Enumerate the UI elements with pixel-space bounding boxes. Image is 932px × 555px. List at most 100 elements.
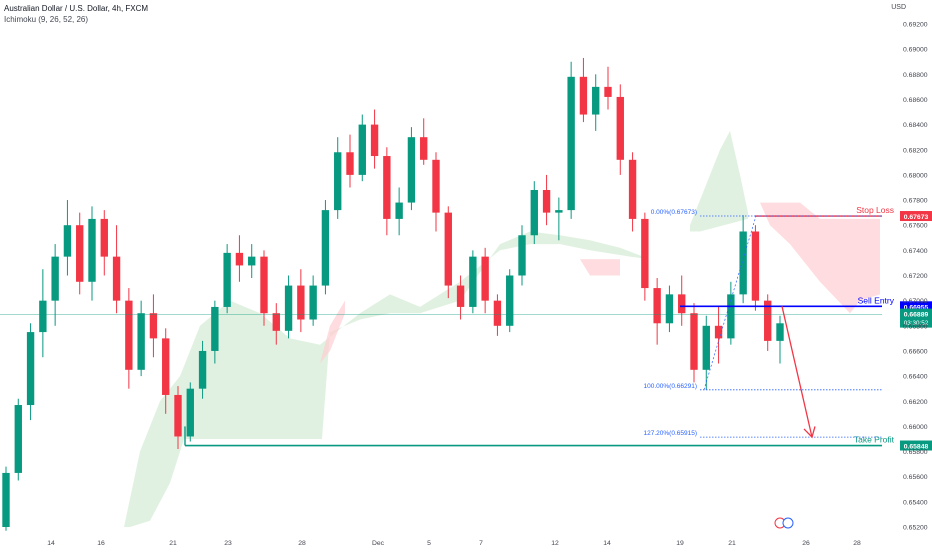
x-tick-label: 14	[603, 540, 611, 547]
x-tick-label: 28	[853, 540, 861, 547]
sell-entry-label: Sell Entry	[858, 295, 895, 305]
candle	[665, 285, 674, 333]
candle-body	[653, 288, 661, 324]
y-tick-label: 0.67000	[903, 298, 928, 305]
candle-body	[334, 152, 342, 211]
y-tick-label: 0.68000	[903, 172, 928, 179]
candle-body	[616, 96, 624, 160]
candle-body	[702, 325, 710, 370]
candle-body	[14, 405, 22, 473]
candle-body	[137, 313, 145, 370]
candle-body	[309, 285, 317, 320]
candle	[334, 137, 342, 219]
chart-title: Australian Dollar / U.S. Dollar, 4h, FXC…	[4, 4, 149, 13]
candle	[395, 187, 403, 236]
candle	[112, 225, 121, 314]
candle-body	[678, 294, 686, 314]
y-tick-label: 0.66800	[903, 323, 928, 330]
candle-body	[149, 313, 158, 339]
x-tick-label: Dec	[372, 540, 385, 547]
candle-body	[542, 189, 551, 213]
candle	[51, 244, 59, 326]
candle	[149, 294, 158, 358]
candle	[186, 382, 194, 442]
candle	[628, 152, 637, 232]
candle-body	[235, 252, 244, 266]
candle-body	[518, 235, 526, 276]
current-price-tag-bg	[900, 308, 932, 328]
candle	[493, 294, 502, 336]
candle	[63, 200, 72, 276]
candle	[420, 118, 428, 165]
y-tick-label: 0.65800	[903, 449, 928, 456]
candle-body	[370, 124, 379, 157]
x-tick-label: 21	[728, 540, 736, 547]
sell-entry-price-tag-text: 0.66955	[904, 304, 929, 311]
candle	[162, 328, 170, 414]
x-tick-label: 21	[169, 540, 177, 547]
y-tick-label: 0.68200	[903, 147, 928, 154]
candle	[678, 275, 686, 326]
x-tick-label: 12	[551, 540, 559, 547]
y-tick-label: 0.69000	[903, 47, 928, 54]
candle-body	[493, 300, 502, 326]
candle-body	[51, 256, 59, 301]
candle	[407, 127, 416, 211]
stop-loss-label: Stop Loss	[856, 205, 894, 215]
x-tick-label: 5	[427, 540, 431, 547]
candle-body	[297, 285, 305, 320]
x-tick-label: 23	[224, 540, 232, 547]
candle	[764, 294, 772, 351]
fib-level-label: 0.00%(0.67673)	[651, 209, 697, 216]
candle	[690, 303, 698, 383]
candle	[14, 398, 22, 481]
candle-body	[2, 472, 10, 527]
candle	[714, 306, 723, 364]
candle	[481, 247, 489, 314]
candle-body	[284, 285, 293, 331]
candle-body	[272, 313, 280, 331]
flash-icon[interactable]	[774, 517, 794, 529]
candle-body	[346, 152, 354, 175]
candle	[125, 288, 133, 389]
candle-body	[211, 306, 219, 351]
candle-body	[530, 189, 538, 236]
candle-body	[383, 156, 391, 219]
currency-label: USD	[891, 4, 906, 11]
candle	[555, 197, 563, 241]
candle-body	[592, 86, 600, 115]
current-price-countdown: 03:30:52	[904, 320, 929, 327]
candle-body	[39, 300, 47, 333]
flag-icon-circle	[782, 517, 794, 529]
candle-body	[112, 256, 121, 301]
candle	[39, 269, 47, 358]
candle	[321, 200, 330, 295]
candle-body	[76, 225, 84, 282]
x-tick-label: 19	[676, 540, 684, 547]
candle	[641, 212, 649, 301]
y-tick-label: 0.66200	[903, 399, 928, 406]
projection-arrow[interactable]	[781, 306, 813, 438]
fib-level-label: 100.00%(0.66291)	[644, 383, 698, 390]
candle	[456, 275, 465, 320]
candle-body	[88, 218, 96, 282]
fib-connector	[703, 215, 757, 390]
candle	[432, 152, 440, 232]
indicator-label[interactable]: Ichimoku (9, 26, 52, 26)	[4, 15, 89, 24]
take-profit-label: Take Profit	[854, 435, 895, 445]
candle	[211, 300, 219, 364]
candle	[284, 275, 293, 339]
candle	[727, 281, 735, 345]
candle	[506, 269, 514, 333]
candle	[260, 250, 268, 326]
y-tick-label: 0.67600	[903, 223, 928, 230]
candle-body	[764, 300, 772, 341]
candle	[518, 225, 526, 286]
stop-loss-price-tag: 0.67673	[900, 211, 932, 222]
candle	[346, 134, 354, 188]
candle	[88, 206, 96, 301]
candle-body	[432, 159, 440, 213]
projection-arrow-head	[803, 426, 816, 439]
